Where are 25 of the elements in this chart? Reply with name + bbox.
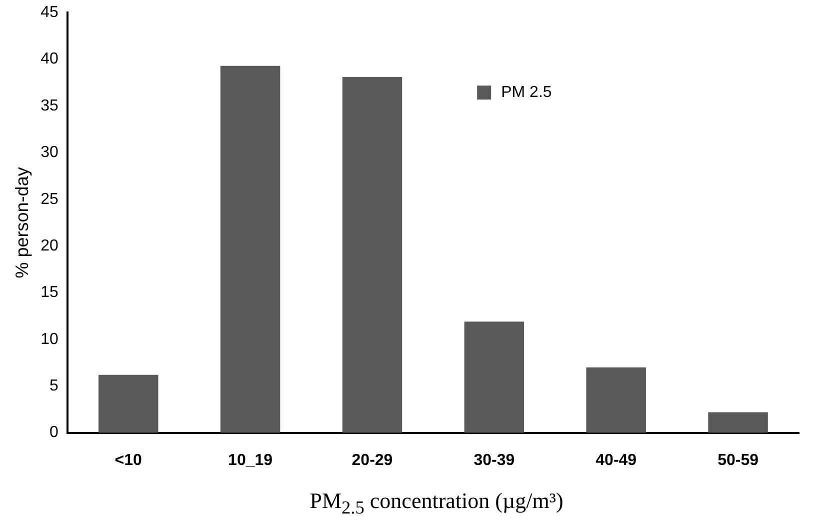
bar <box>586 367 646 433</box>
x-tick-label: 20-29 <box>352 452 393 469</box>
bar <box>342 77 402 433</box>
x-tick-label: 30-39 <box>474 452 515 469</box>
y-tick-label: 5 <box>49 378 58 395</box>
x-tick-label: 10_19 <box>228 452 273 469</box>
bar <box>708 412 768 433</box>
x-tick-label: <10 <box>114 452 142 469</box>
y-tick-label: 40 <box>40 50 58 68</box>
x-tick-label: 40-49 <box>596 452 637 469</box>
x-axis-title: PM$_{2.5}$ concentration (µg/m³) <box>308 488 564 518</box>
legend-label: PM 2.5 <box>501 84 552 102</box>
bar <box>98 374 158 433</box>
y-tick-label: 15 <box>40 284 58 302</box>
bar <box>220 66 280 433</box>
bar <box>464 322 524 433</box>
x-tick-label: 50-59 <box>718 452 759 469</box>
y-tick-label: 35 <box>40 97 58 114</box>
y-tick-label: 25 <box>40 190 58 208</box>
y-tick-label: 20 <box>40 237 58 254</box>
y-tick-label: 30 <box>40 144 58 162</box>
y-tick-label: 0 <box>49 424 58 442</box>
y-tick-label: 45 <box>40 4 58 22</box>
y-tick-label: 10 <box>40 330 58 348</box>
y-axis-title: % person-day <box>12 167 32 278</box>
